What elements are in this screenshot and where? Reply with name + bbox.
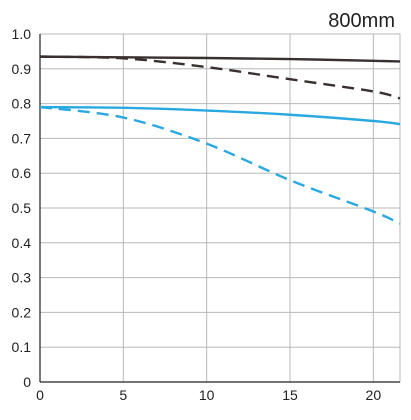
y-tick-label: 0.6 <box>12 165 32 181</box>
grid-lines <box>40 33 401 382</box>
y-tick-label: 0.3 <box>12 270 32 286</box>
y-tick-label: 0.9 <box>12 61 32 77</box>
y-tick-label: 0.2 <box>12 304 32 320</box>
series-line-1 <box>39 55 401 63</box>
x-tick-label: 5 <box>119 387 127 403</box>
y-tick-label: 0.8 <box>12 96 32 112</box>
x-tick-label: 20 <box>366 387 382 403</box>
x-tick-labels: 0 5 10 15 20 <box>36 387 381 403</box>
chart-title: 800mm <box>328 10 395 32</box>
series-lines <box>39 55 401 225</box>
y-tick-label: 1.0 <box>12 26 32 42</box>
y-tick-label: 0.1 <box>12 339 32 355</box>
y-tick-label: 0.5 <box>12 200 32 216</box>
series-line-2 <box>39 55 401 100</box>
series-line-3 <box>39 105 401 126</box>
x-tick-label: 15 <box>282 387 298 403</box>
axes <box>39 34 400 383</box>
y-tick-labels: 0 0.1 0.2 0.3 0.4 0.5 0.6 0.7 0.8 0.9 1.0 <box>12 26 32 390</box>
x-tick-label: 10 <box>199 387 215 403</box>
y-tick-label: 0.4 <box>12 235 32 251</box>
series-line-4 <box>39 105 401 225</box>
x-tick-label: 0 <box>36 387 44 403</box>
y-tick-label: 0 <box>23 374 31 390</box>
y-tick-label: 0.7 <box>12 130 32 146</box>
